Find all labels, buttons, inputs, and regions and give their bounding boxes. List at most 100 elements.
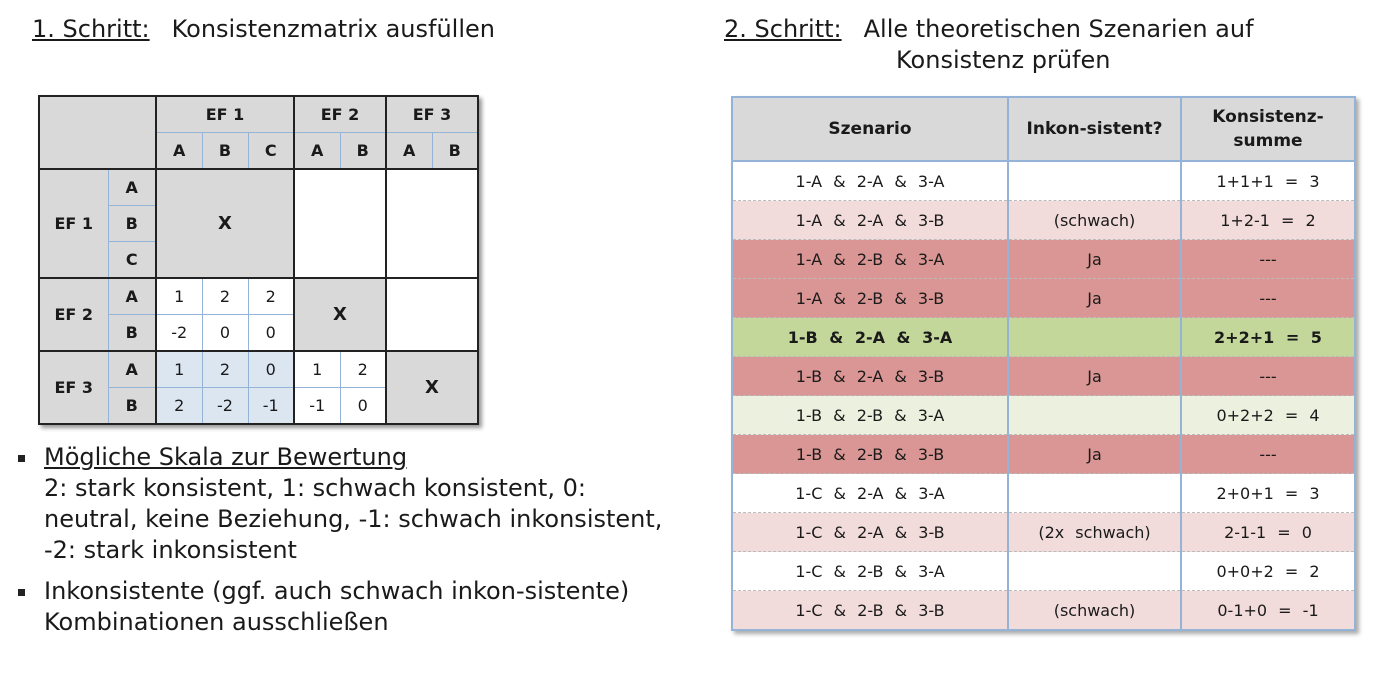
scenario-row: 1-A & 2-A & 3-A 1+1+1 = 3 (732, 161, 1355, 201)
step2-text-2: Konsistenz prüfen (896, 46, 1111, 74)
empty-cell (385, 277, 479, 352)
scenario-cell: 1-A & 2-A & 3-B (732, 200, 1008, 240)
diagonal-x: X (293, 277, 387, 352)
inconsistent-cell: (schwach) (1007, 590, 1181, 631)
step1-label: 1. Schritt: (32, 15, 150, 43)
sum-cell: 0+0+2 = 2 (1180, 551, 1355, 591)
inconsistent-cell (1007, 161, 1181, 201)
sum-cell: --- (1180, 239, 1355, 279)
row-sub: B (107, 387, 157, 425)
scenario-cell: 1-B & 2-A & 3-B (732, 356, 1008, 396)
scenario-cell: 1-B & 2-A & 3-A (732, 317, 1008, 357)
matrix-value[interactable]: 2 (155, 387, 203, 425)
matrix-value[interactable]: 1 (155, 277, 203, 315)
scenario-cell: 1-C & 2-B & 3-B (732, 590, 1008, 631)
matrix-value[interactable]: -2 (201, 387, 249, 425)
matrix-value[interactable]: -2 (155, 314, 203, 352)
row-header-ef2: EF 2 (38, 277, 109, 352)
sum-cell: --- (1180, 356, 1355, 396)
row-header-ef3: EF 3 (38, 350, 109, 425)
scenario-row: 1-A & 2-B & 3-A Ja --- (732, 239, 1355, 279)
matrix-value[interactable]: -1 (247, 387, 295, 425)
sum-cell: 2+0+1 = 3 (1180, 473, 1355, 513)
scenario-cell: 1-C & 2-A & 3-B (732, 512, 1008, 552)
matrix-value[interactable]: 1 (293, 350, 341, 388)
scenario-row: 1-B & 2-B & 3-A 0+2+2 = 4 (732, 395, 1355, 435)
matrix-value[interactable]: 2 (201, 350, 249, 388)
scenario-row: 1-C & 2-A & 3-B (2x schwach) 2-1-1 = 0 (732, 512, 1355, 552)
inconsistent-cell (1007, 473, 1181, 513)
header-inkonsistent: Inkon-sistent? (1007, 97, 1181, 162)
scenario-row: 1-A & 2-A & 3-B (schwach) 1+2-1 = 2 (732, 200, 1355, 240)
bullet-list: Mögliche Skala zur Bewertung 2: stark kon… (18, 442, 678, 648)
scenario-cell: 1-A & 2-A & 3-A (732, 161, 1008, 201)
col-sub: A (385, 132, 433, 170)
scenario-row: 1-B & 2-A & 3-B Ja --- (732, 356, 1355, 396)
row-sub: C (107, 241, 157, 279)
step2-title: 2. Schritt: Alle theoretischen Szenarien … (724, 14, 1254, 76)
matrix-value[interactable]: 0 (247, 350, 295, 388)
scenario-cell: 1-B & 2-B & 3-B (732, 434, 1008, 474)
col-header-ef2: EF 2 (293, 95, 387, 133)
header-konsistenzsumme: Konsistenz-summe (1180, 97, 1355, 162)
col-header-ef3: EF 3 (385, 95, 479, 133)
sum-cell: 0+2+2 = 4 (1180, 395, 1355, 435)
bullet-text: 2: stark konsistent, 1: schwach konsiste… (44, 474, 663, 564)
diagonal-x: X (385, 350, 479, 425)
sum-cell: 1+2-1 = 2 (1180, 200, 1355, 240)
scenario-row: 1-C & 2-B & 3-A 0+0+2 = 2 (732, 551, 1355, 591)
sum-cell: 0-1+0 = -1 (1180, 590, 1355, 631)
col-sub: C (247, 132, 295, 170)
matrix-value[interactable]: -1 (293, 387, 341, 425)
inconsistent-cell: (2x schwach) (1007, 512, 1181, 552)
matrix-value[interactable]: 2 (201, 277, 249, 315)
matrix-value[interactable]: 2 (339, 350, 387, 388)
col-sub: A (293, 132, 341, 170)
inconsistent-cell (1007, 551, 1181, 591)
matrix-value[interactable]: 0 (339, 387, 387, 425)
inconsistent-cell (1007, 317, 1181, 357)
inconsistent-cell (1007, 395, 1181, 435)
sum-cell: --- (1180, 278, 1355, 318)
scenario-cell: 1-B & 2-B & 3-A (732, 395, 1008, 435)
step1-text: Konsistenzmatrix ausfüllen (171, 15, 495, 43)
matrix-value[interactable]: 2 (247, 277, 295, 315)
row-sub: B (107, 205, 157, 242)
inconsistent-cell: Ja (1007, 278, 1181, 318)
matrix-value[interactable]: 0 (247, 314, 295, 352)
sum-cell: 2+2+1 = 5 (1180, 317, 1355, 357)
row-sub: A (107, 168, 157, 206)
sum-cell: --- (1180, 434, 1355, 474)
sum-cell: 2-1-1 = 0 (1180, 512, 1355, 552)
col-sub: B (339, 132, 387, 170)
scenario-cell: 1-A & 2-B & 3-A (732, 239, 1008, 279)
scenario-row: 1-B & 2-B & 3-B Ja --- (732, 434, 1355, 474)
bullet-text: Inkonsistente (ggf. auch schwach inkon-s… (44, 577, 630, 636)
bullet-heading: Mögliche Skala zur Bewertung (44, 443, 408, 471)
header-szenario: Szenario (732, 97, 1008, 162)
empty-cell (293, 168, 387, 279)
corner-cell (38, 95, 157, 170)
scenario-table: Szenario Inkon-sistent? Konsistenz-summe… (731, 96, 1356, 631)
matrix-value[interactable]: 1 (155, 350, 203, 388)
scenario-row: 1-C & 2-B & 3-B (schwach) 0-1+0 = -1 (732, 590, 1355, 631)
scenario-cell: 1-C & 2-B & 3-A (732, 551, 1008, 591)
col-sub: B (201, 132, 249, 170)
step2-text: Alle theoretischen Szenarien auf (863, 15, 1254, 43)
step2-label: 2. Schritt: (724, 15, 842, 43)
sum-cell: 1+1+1 = 3 (1180, 161, 1355, 201)
row-sub: B (107, 314, 157, 352)
scenario-row: 1-A & 2-B & 3-B Ja --- (732, 278, 1355, 318)
inconsistent-cell: Ja (1007, 239, 1181, 279)
scenario-row: 1-B & 2-A & 3-A 2+2+1 = 5 (732, 317, 1355, 357)
inconsistent-cell: Ja (1007, 356, 1181, 396)
scenario-cell: 1-A & 2-B & 3-B (732, 278, 1008, 318)
step1-title: 1. Schritt: Konsistenzmatrix ausfüllen (32, 14, 495, 45)
row-sub: A (107, 277, 157, 315)
col-sub: B (431, 132, 479, 170)
scenario-cell: 1-C & 2-A & 3-A (732, 473, 1008, 513)
matrix-value[interactable]: 0 (201, 314, 249, 352)
scenario-row: 1-C & 2-A & 3-A 2+0+1 = 3 (732, 473, 1355, 513)
bullet-exclude: Inkonsistente (ggf. auch schwach inkon-s… (18, 576, 678, 638)
